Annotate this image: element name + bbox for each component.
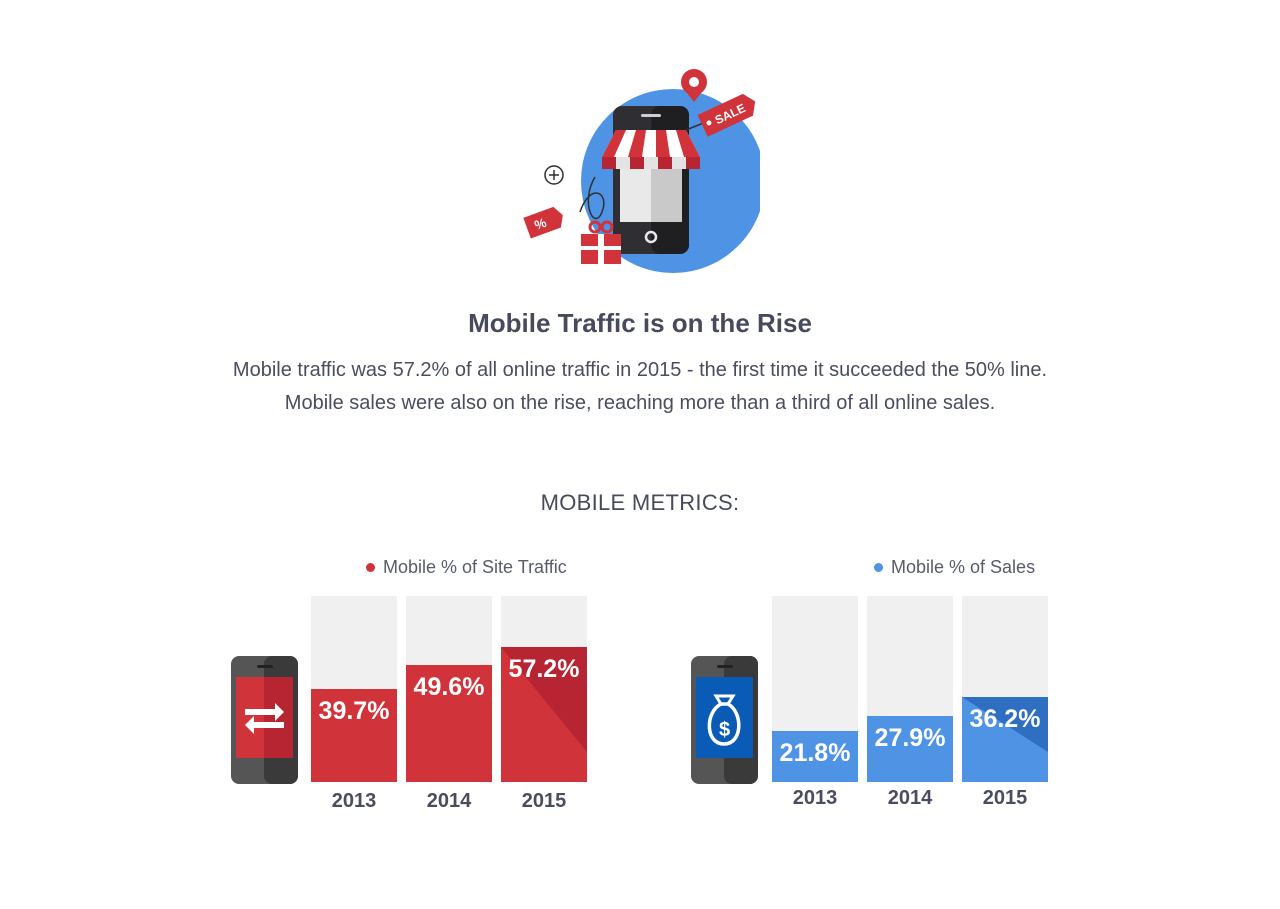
page-description: Mobile traffic was 57.2% of all online t…	[0, 354, 1280, 420]
sales-year-label: 2014	[887, 787, 933, 809]
sales-column-bg: 21.8%	[772, 596, 858, 782]
money-bag-icon: $	[707, 694, 741, 746]
traffic-legend-label: Mobile % of Site Traffic	[383, 557, 567, 577]
sales-column-bg: 27.9%	[867, 596, 953, 782]
arrows-exchange-icon	[245, 703, 284, 734]
traffic-value-label: 49.6%	[413, 673, 485, 701]
phone-sales-icon: $	[691, 656, 758, 784]
page-title: Mobile Traffic is on the Rise	[468, 308, 812, 338]
legend-dot-blue	[874, 563, 883, 572]
sales-column-bg: 36.2%	[962, 596, 1048, 782]
svg-text:$: $	[719, 719, 730, 741]
section-title: MOBILE METRICS:	[540, 490, 740, 515]
traffic-column-bg: 49.6%	[406, 596, 492, 782]
sales-bar-2014: 27.9%	[867, 716, 953, 782]
sales-legend: Mobile % of Sales	[874, 557, 1035, 578]
traffic-year-label: 2015	[521, 790, 567, 812]
traffic-bar-2015: 57.2%	[501, 647, 587, 782]
description-line-1: Mobile traffic was 57.2% of all online t…	[232, 359, 1048, 381]
description-line-2: Mobile sales were also on the rise, reac…	[284, 392, 996, 414]
traffic-value-label: 39.7%	[318, 697, 390, 725]
traffic-bar-shade	[501, 647, 587, 752]
traffic-column-bg: 57.2%	[501, 596, 587, 782]
sales-value-label: 36.2%	[969, 705, 1041, 733]
traffic-legend: Mobile % of Site Traffic	[366, 557, 567, 578]
sales-legend-label: Mobile % of Sales	[891, 557, 1036, 577]
sales-year-label: 2013	[792, 787, 838, 809]
sales-value-label: 27.9%	[874, 724, 946, 752]
hero-percent-tag-text: %	[532, 215, 548, 233]
traffic-year-label: 2013	[331, 790, 377, 812]
traffic-year-label: 2014	[426, 790, 472, 812]
sales-bar-shade	[962, 697, 1048, 752]
sales-value-label: 21.8%	[779, 739, 851, 767]
traffic-bar-2013: 39.7%	[311, 689, 397, 782]
traffic-column-bg: 39.7%	[311, 596, 397, 782]
phone-traffic-icon	[231, 656, 298, 784]
mobile-shop-icon: SALE %	[523, 69, 760, 273]
legend-dot-red	[366, 563, 375, 572]
sales-bar-2013: 21.8%	[772, 731, 858, 782]
traffic-bar-2014: 49.6%	[406, 665, 492, 782]
sales-bar-2015: 36.2%	[962, 697, 1048, 782]
traffic-value-label: 57.2%	[508, 655, 580, 683]
sales-year-label: 2015	[982, 787, 1028, 809]
